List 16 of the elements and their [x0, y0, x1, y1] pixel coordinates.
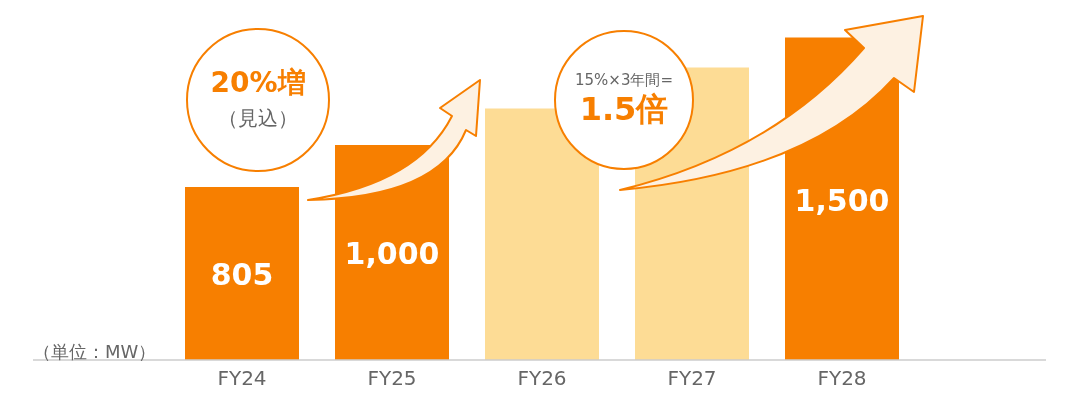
x-tick-label: FY28 — [817, 366, 867, 391]
annotation: 15%×3年間= — [574, 71, 674, 91]
x-tick-label: FY26 — [517, 366, 567, 391]
annotation: 1.5倍 — [579, 90, 669, 129]
circle-callout: 15%×3年間= 1.5倍 — [554, 30, 694, 170]
circle-callout: 20%増 （見込） — [186, 28, 330, 172]
x-tick-label: FY27 — [667, 366, 717, 391]
annotation: （見込） — [218, 104, 298, 132]
data-label: 1,500 — [794, 182, 890, 218]
text: （単位：MW） — [33, 340, 157, 364]
data-label: 1,000 — [344, 236, 440, 272]
bar — [185, 186, 299, 360]
annotation: 20%増 — [210, 66, 306, 100]
data-label: 805 — [210, 257, 274, 293]
x-tick-label: FY24 — [217, 366, 267, 391]
x-tick-label: FY25 — [367, 366, 417, 391]
